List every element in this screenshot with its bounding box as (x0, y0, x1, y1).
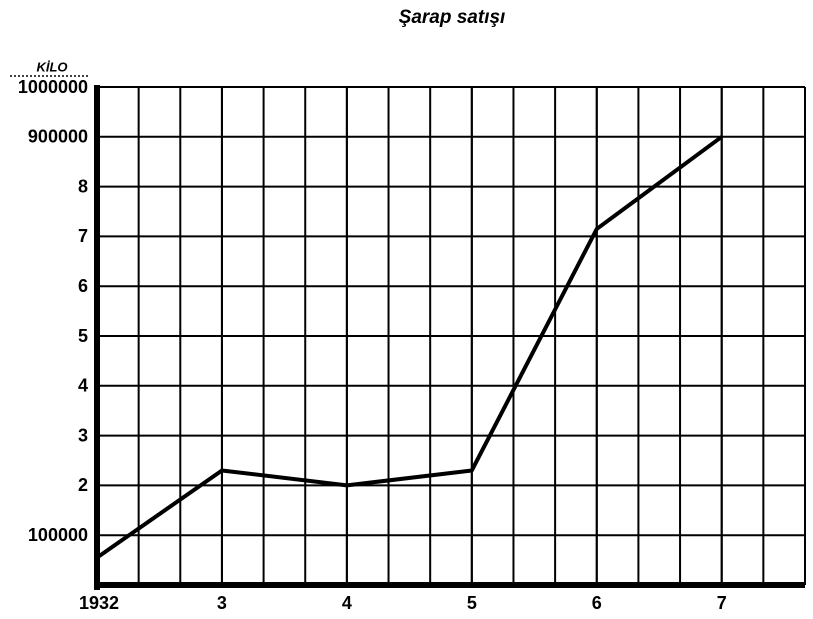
y-tick-label: 100000 (28, 525, 88, 545)
y-tick-label: 1000000 (18, 77, 88, 97)
x-tick-label: 7 (717, 593, 727, 613)
y-tick-label: 6 (78, 276, 88, 296)
y-tick-label: 2 (78, 475, 88, 495)
y-unit: KİLO (36, 59, 67, 74)
y-tick-label: 7 (78, 226, 88, 246)
y-tick-label: 3 (78, 425, 88, 445)
x-tick-label: 4 (342, 593, 352, 613)
x-tick-label: 6 (592, 593, 602, 613)
y-tick-label: 4 (78, 376, 88, 396)
x-tick-label: 3 (217, 593, 227, 613)
y-tick-label: 5 (78, 326, 88, 346)
chart-title: Şarap satışı (399, 7, 506, 28)
y-tick-label: 900000 (28, 127, 88, 147)
data-line (95, 135, 723, 560)
x-tick-label: 1932 (79, 593, 119, 613)
x-tick-label: 5 (467, 593, 477, 613)
y-tick-label: 8 (78, 176, 88, 196)
